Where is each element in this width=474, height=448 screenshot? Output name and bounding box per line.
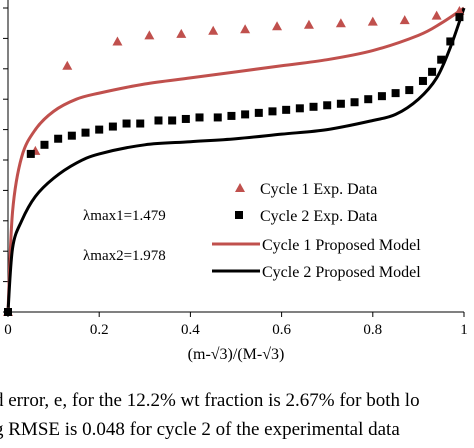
square-point bbox=[336, 99, 345, 108]
triangle-point bbox=[176, 28, 187, 38]
x-tick-label: 0.6 bbox=[272, 322, 291, 338]
x-tick-label: 0.2 bbox=[90, 322, 109, 338]
square-point bbox=[268, 107, 277, 116]
square-point bbox=[446, 37, 455, 46]
legend-square-marker bbox=[235, 211, 243, 219]
caption-line-2: g RMSE is 0.048 for cycle 2 of the exper… bbox=[0, 419, 400, 440]
y-ticks bbox=[3, 7, 8, 313]
caption-line-1: d error, e, for the 12.2% wt fraction is… bbox=[0, 390, 420, 411]
legend-item-cycle1-exp: Cycle 1 Exp. Data bbox=[235, 181, 377, 198]
legend-item-cycle2-model: Cycle 2 Proposed Model bbox=[212, 264, 421, 281]
square-point bbox=[437, 55, 446, 64]
square-point bbox=[213, 113, 222, 122]
square-point bbox=[428, 67, 437, 76]
triangle-point bbox=[454, 6, 465, 16]
square-point bbox=[122, 119, 131, 128]
series-lines bbox=[6, 6, 466, 313]
triangle-point bbox=[240, 24, 251, 34]
triangle-point bbox=[208, 25, 219, 35]
legend-label-cycle2-exp: Cycle 2 Exp. Data bbox=[260, 208, 377, 225]
legend: Cycle 1 Exp. Data Cycle 2 Exp. Data Cycl… bbox=[212, 181, 421, 281]
square-point bbox=[26, 149, 35, 158]
square-point bbox=[168, 116, 177, 125]
triangle-point bbox=[144, 30, 155, 40]
square-point bbox=[40, 140, 49, 149]
square-point bbox=[254, 108, 263, 117]
square-point bbox=[377, 92, 386, 101]
square-point bbox=[54, 134, 63, 143]
series-line-2 bbox=[6, 6, 465, 313]
square-point bbox=[391, 89, 400, 98]
square-point bbox=[323, 101, 332, 110]
triangle-point bbox=[62, 60, 73, 70]
x-ticks: 0 0.2 0.4 0.6 0.8 1 bbox=[4, 312, 468, 338]
annotation-lambda-max1: λmax1=1.479 bbox=[83, 208, 166, 224]
square-point bbox=[81, 128, 90, 137]
legend-item-cycle2-exp: Cycle 2 Exp. Data bbox=[235, 208, 377, 225]
square-point bbox=[295, 104, 304, 113]
annotation-lambda-max2: λmax2=1.978 bbox=[83, 248, 166, 264]
triangle-point bbox=[112, 36, 123, 46]
square-point bbox=[108, 122, 117, 131]
square-point bbox=[227, 111, 236, 120]
square-point bbox=[364, 95, 373, 104]
square-point bbox=[136, 119, 145, 128]
x-tick-label: 0.8 bbox=[363, 322, 382, 338]
square-point bbox=[309, 102, 318, 111]
triangle-point bbox=[335, 18, 346, 28]
legend-label-cycle1-exp: Cycle 1 Exp. Data bbox=[260, 181, 377, 198]
triangle-point bbox=[303, 19, 314, 29]
square-point bbox=[4, 308, 12, 316]
triangle-point bbox=[272, 21, 283, 31]
square-point bbox=[405, 86, 414, 95]
x-tick-label: 0 bbox=[4, 322, 12, 338]
square-point bbox=[195, 113, 204, 122]
square-point bbox=[95, 125, 104, 134]
x-tick-label: 1 bbox=[460, 322, 468, 338]
triangle-point bbox=[399, 15, 410, 25]
legend-label-cycle2-model: Cycle 2 Proposed Model bbox=[262, 264, 421, 281]
triangle-point bbox=[431, 10, 442, 20]
legend-label-cycle1-model: Cycle 1 Proposed Model bbox=[262, 237, 421, 254]
square-point bbox=[241, 110, 250, 119]
legend-item-cycle1-model: Cycle 1 Proposed Model bbox=[212, 237, 421, 254]
square-point bbox=[350, 98, 359, 107]
square-point bbox=[282, 105, 291, 114]
square-point bbox=[181, 114, 190, 123]
square-point bbox=[154, 116, 163, 125]
plot-area: 0 0.2 0.4 0.6 0.8 1 bbox=[3, 0, 468, 338]
x-tick-label: 0.4 bbox=[181, 322, 200, 338]
square-point bbox=[67, 131, 76, 140]
x-axis-label: (m-√3)/(M-√3) bbox=[188, 346, 285, 363]
chart: 0 0.2 0.4 0.6 0.8 1 (m-√3)/(M-√3) λmax1=1.479… bbox=[3, 0, 468, 363]
square-point bbox=[418, 76, 427, 85]
series-markers bbox=[3, 6, 465, 316]
series-line-3 bbox=[6, 7, 466, 313]
triangle-point bbox=[367, 16, 378, 26]
legend-triangle-marker bbox=[235, 183, 245, 192]
square-point bbox=[455, 13, 464, 22]
